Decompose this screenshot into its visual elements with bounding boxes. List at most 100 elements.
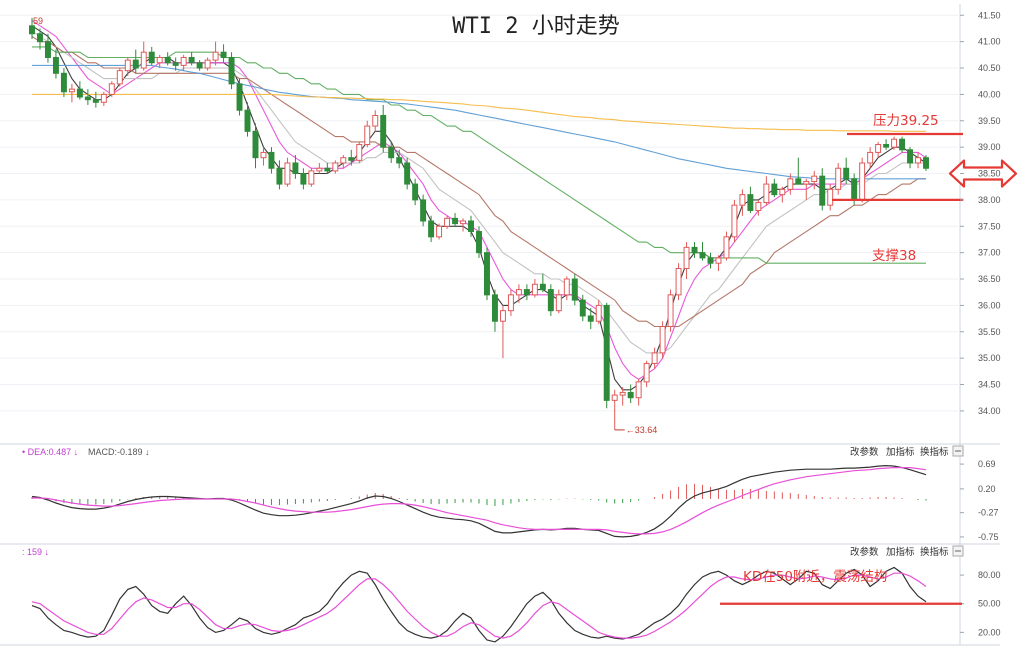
candle-body	[276, 167, 283, 185]
candle-body	[156, 56, 163, 64]
candle	[140, 41, 147, 71]
candle-body	[523, 289, 530, 296]
candle-body	[76, 88, 83, 98]
candle-body	[444, 217, 451, 227]
candle	[404, 157, 411, 190]
candle	[547, 284, 554, 316]
candle	[723, 231, 730, 261]
candle	[356, 141, 363, 163]
candle-body	[627, 391, 634, 399]
kd-tick-label: 80.00	[978, 570, 1001, 580]
candle-body	[356, 144, 363, 161]
candle-body	[611, 394, 618, 401]
candle-body	[164, 56, 171, 64]
candle	[148, 46, 155, 66]
candle-body	[196, 62, 203, 69]
candle	[843, 157, 850, 185]
candle-body	[180, 56, 187, 66]
y-tick-label: 37.00	[978, 248, 1001, 258]
y-tick-label: 35.50	[978, 327, 1001, 337]
candle-body	[340, 157, 347, 164]
candle	[603, 302, 610, 409]
candle	[284, 157, 291, 187]
candle	[859, 157, 866, 203]
candle	[420, 194, 427, 227]
candle	[627, 384, 634, 403]
macd-tick-label: -0.27	[978, 508, 999, 518]
candle	[499, 305, 506, 359]
candle	[619, 387, 626, 406]
candle	[643, 360, 650, 388]
candle	[100, 91, 107, 107]
candle	[699, 242, 706, 261]
candle-body	[220, 51, 227, 58]
candle	[84, 89, 91, 105]
y-tick-label: 39.00	[978, 142, 1001, 152]
double-arrow-icon	[948, 159, 1018, 188]
toolbar-2[interactable]: 换指标	[920, 446, 949, 458]
candle	[380, 104, 387, 153]
candle-body	[124, 59, 131, 72]
candle-body	[260, 151, 267, 159]
candle-body	[484, 252, 490, 296]
candle-body	[779, 188, 786, 196]
resistance-label: 压力39.25	[873, 113, 939, 129]
candle-body	[851, 178, 858, 201]
toolbar-2[interactable]: 换指标	[920, 546, 949, 558]
candle	[707, 252, 714, 269]
candle	[76, 81, 83, 100]
y-tick-label: 40.00	[978, 89, 1001, 99]
support-label: 支撑38	[872, 248, 916, 264]
candle	[771, 178, 778, 198]
moving-average-line	[32, 46, 926, 264]
candle-body	[348, 157, 355, 161]
candle	[300, 168, 307, 190]
candle	[731, 199, 738, 243]
candle-body	[388, 146, 395, 159]
candle	[715, 255, 722, 272]
candle-body	[643, 362, 650, 383]
toolbar-1[interactable]: 加指标	[886, 546, 915, 558]
candle-body	[148, 51, 155, 64]
candle	[795, 157, 802, 185]
kd-panel: 80.00 50.00 20.00 KD在50附近，震荡结构: 159 ↓ 改参数 加指标…	[22, 545, 1001, 643]
candle	[172, 57, 179, 71]
y-tick-label: 36.00	[978, 300, 1001, 310]
kd-tick-label: 20.00	[978, 627, 1001, 637]
candle-body	[547, 289, 554, 312]
candle-body	[140, 51, 147, 69]
candle	[787, 173, 794, 195]
candle-body	[68, 88, 75, 93]
candle-body	[699, 252, 706, 259]
kd-label: : 159 ↓	[22, 547, 49, 557]
y-tick-label: 35.00	[978, 353, 1001, 363]
candle-body	[92, 99, 99, 103]
candle	[875, 141, 882, 158]
moving-average-line	[32, 64, 926, 180]
candle	[531, 279, 538, 298]
toolbar-1[interactable]: 加指标	[886, 446, 915, 458]
candle	[188, 52, 195, 66]
candle-body	[579, 299, 586, 317]
candle	[651, 347, 658, 369]
toolbar-0[interactable]: 改参数	[850, 546, 879, 558]
candle-body	[787, 178, 794, 190]
candle-body	[236, 83, 243, 111]
candle	[867, 147, 874, 169]
candle	[412, 178, 419, 206]
candle	[484, 247, 490, 301]
candle	[428, 215, 435, 243]
candle-body	[907, 149, 914, 164]
y-tick-label: 41.00	[978, 37, 1001, 47]
candle-body	[747, 194, 754, 211]
toolbar-0[interactable]: 改参数	[850, 446, 879, 458]
candle	[228, 52, 235, 90]
candle-body	[428, 220, 435, 238]
candle	[923, 155, 929, 171]
candle	[108, 81, 115, 98]
candle-body	[372, 115, 379, 127]
candle	[907, 147, 914, 169]
candle-body	[252, 130, 259, 159]
candle	[52, 49, 59, 79]
